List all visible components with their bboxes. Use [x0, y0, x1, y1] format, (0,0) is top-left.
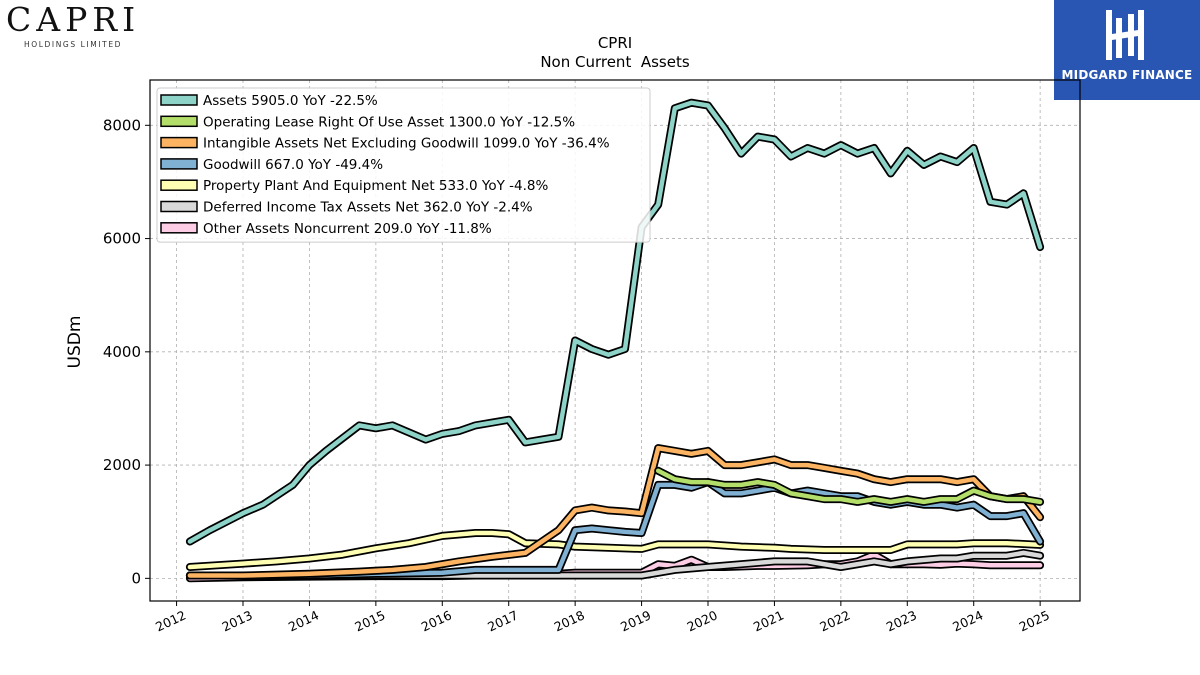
legend-swatch	[160, 179, 198, 191]
x-tick-label: 2023	[884, 607, 919, 634]
legend-label: Property Plant And Equipment Net 533.0 Y…	[203, 178, 548, 194]
legend-item: Other Assets Noncurrent 209.0 YoY -11.8%	[160, 221, 492, 237]
x-tick-label: 2016	[419, 607, 454, 634]
series-stroke	[655, 468, 1043, 505]
chart-title: CPRI	[598, 34, 632, 52]
x-tick-label: 2022	[817, 607, 852, 634]
legend-label: Assets 5905.0 YoY -22.5%	[203, 93, 378, 109]
x-tick-label: 2015	[352, 607, 387, 634]
legend-label: Operating Lease Right Of Use Asset 1300.…	[203, 114, 575, 130]
company-logo: CAPRI HOLDINGS LIMITED	[6, 0, 151, 50]
x-tick-label: 2012	[153, 607, 188, 634]
y-tick-label: 2000	[103, 456, 141, 474]
plot-frame	[149, 79, 1081, 602]
series-line	[185, 444, 1045, 580]
legend-label: Goodwill 667.0 YoY -49.4%	[203, 157, 383, 173]
x-tick-label: 2019	[618, 607, 653, 634]
series-stroke	[187, 530, 1043, 570]
company-name: CAPRI	[6, 0, 141, 39]
y-tick-label: 6000	[103, 230, 141, 248]
legend-swatch	[160, 94, 198, 106]
x-tick-label: 2025	[1017, 607, 1052, 634]
legend-item: Assets 5905.0 YoY -22.5%	[160, 93, 378, 109]
series-stroke	[187, 479, 1043, 578]
y-axis-label: USDm	[65, 316, 85, 369]
x-tick-label: 2020	[685, 607, 720, 634]
series-line	[185, 529, 1045, 571]
chart-subtitle: Non Current Assets	[540, 53, 690, 71]
company-subtitle: HOLDINGS LIMITED	[24, 40, 123, 49]
x-tick-label: 2024	[950, 607, 985, 634]
series-stroke	[187, 445, 1043, 578]
x-tick-label: 2018	[552, 607, 587, 634]
x-tick-label: 2013	[220, 607, 255, 634]
y-tick-label: 4000	[103, 343, 141, 361]
publisher-logo: MIDGARD FINANCE	[1054, 0, 1200, 100]
legend-label: Intangible Assets Net Excluding Goodwill…	[203, 136, 610, 152]
series-line	[185, 548, 1045, 580]
series-line	[185, 478, 1045, 580]
legend-swatch	[160, 200, 198, 213]
legend-swatch	[160, 115, 198, 128]
legend-item: Deferred Income Tax Assets Net 362.0 YoY…	[160, 200, 533, 216]
legend-label: Other Assets Noncurrent 209.0 YoY -11.8%	[203, 221, 492, 237]
series-stroke	[187, 550, 1043, 578]
publisher-name: MIDGARD FINANCE	[1061, 68, 1193, 82]
y-tick-label: 8000	[103, 116, 141, 134]
legend-box	[156, 87, 651, 243]
legend-swatch	[160, 222, 198, 234]
y-tick-label: 0	[131, 569, 141, 587]
legend: Assets 5905.0 YoY -22.5% Operating Lease …	[156, 87, 651, 243]
legend-item: Property Plant And Equipment Net 533.0 Y…	[160, 178, 548, 194]
series-line	[654, 466, 1045, 506]
legend-swatch	[160, 158, 198, 170]
legend-item: Intangible Assets Net Excluding Goodwill…	[160, 136, 610, 152]
x-tick-label: 2017	[485, 607, 520, 634]
legend-item: Goodwill 667.0 YoY -49.4%	[160, 157, 383, 173]
publisher-logo-mark	[1106, 10, 1144, 60]
legend-label: Deferred Income Tax Assets Net 362.0 YoY…	[203, 200, 533, 216]
legend-swatch	[160, 136, 198, 149]
legend-item: Operating Lease Right Of Use Asset 1300.…	[160, 114, 575, 130]
x-tick-label: 2014	[286, 607, 321, 634]
series-layer	[185, 98, 1045, 583]
x-tick-label: 2021	[751, 607, 786, 634]
